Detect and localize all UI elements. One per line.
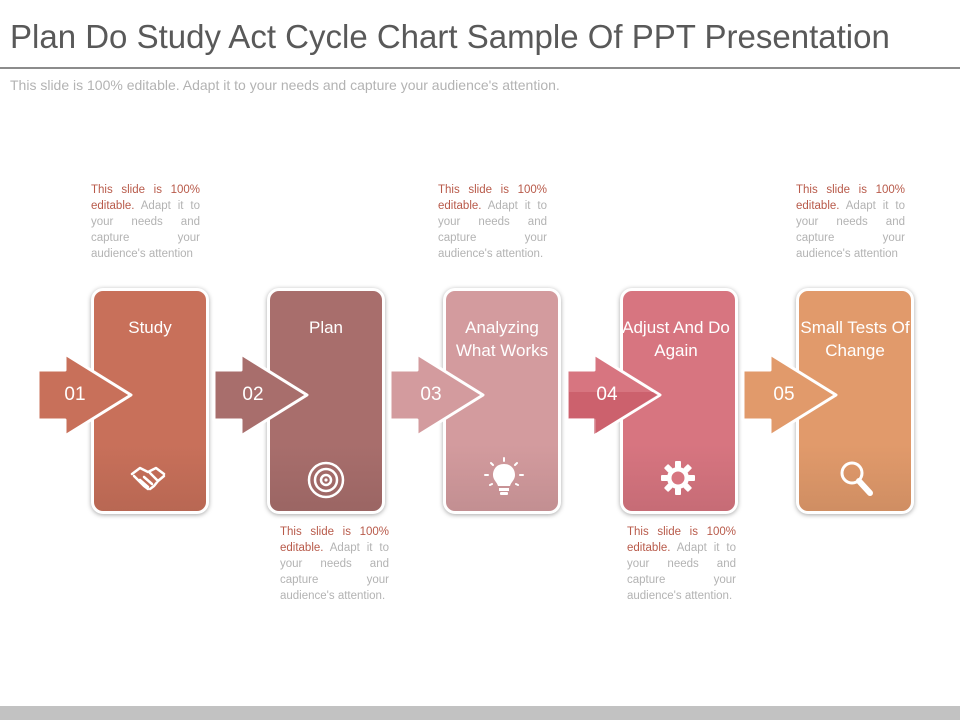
- note-text: Adapt it to your needs and capture your …: [627, 542, 736, 602]
- step-label-analyzing: Analyzing What Works: [455, 318, 549, 360]
- note-highlight: This slide is 100% editable.: [796, 184, 905, 212]
- step-label-study: Study: [128, 318, 172, 337]
- handshake-icon: [130, 466, 166, 491]
- step-arrow-05: [741, 352, 838, 438]
- note-plan: This slide is 100% editable. Adapt it to…: [280, 524, 389, 604]
- note-text: Adapt it to your needs and capture your …: [91, 200, 200, 260]
- step-number-01: 01: [64, 384, 86, 405]
- step-arrow-02: [212, 352, 309, 438]
- note-highlight: This slide is 100% editable.: [91, 184, 200, 212]
- note-adjust: This slide is 100% editable. Adapt it to…: [627, 524, 736, 604]
- magnifier-icon: [840, 461, 873, 496]
- note-highlight: This slide is 100% editable.: [280, 526, 389, 554]
- step-number-04: 04: [596, 384, 618, 405]
- gear-icon: [661, 461, 695, 495]
- note-analyzing: This slide is 100% editable. Adapt it to…: [438, 182, 547, 262]
- step-label-small-tests: Small Tests Of Change: [800, 318, 910, 360]
- step-arrow-04: [565, 352, 662, 438]
- slide-title: Plan Do Study Act Cycle Chart Sample Of …: [10, 18, 890, 55]
- step-number-03: 03: [420, 384, 442, 405]
- note-text: Adapt it to your needs and capture your …: [438, 200, 547, 260]
- lightbulb-icon: [484, 457, 524, 495]
- step-number-02: 02: [242, 384, 264, 405]
- target-icon: [307, 461, 345, 499]
- note-highlight: This slide is 100% editable.: [627, 526, 736, 554]
- step-label-adjust: Adjust And Do Again: [622, 318, 730, 360]
- step-number-05: 05: [773, 384, 795, 405]
- note-study: This slide is 100% editable. Adapt it to…: [91, 182, 200, 262]
- note-text: Adapt it to your needs and capture your …: [280, 542, 389, 602]
- step-arrow-03: [388, 352, 485, 438]
- note-text: Adapt it to your needs and capture your …: [796, 200, 905, 260]
- note-small-tests: This slide is 100% editable. Adapt it to…: [796, 182, 905, 262]
- step-label-plan: Plan: [308, 318, 344, 337]
- slide-subtitle: This slide is 100% editable. Adapt it to…: [10, 77, 560, 93]
- title-divider: [0, 67, 960, 69]
- footer-bar: [0, 706, 960, 720]
- step-arrow-01: [36, 352, 133, 438]
- note-highlight: This slide is 100% editable.: [438, 184, 547, 212]
